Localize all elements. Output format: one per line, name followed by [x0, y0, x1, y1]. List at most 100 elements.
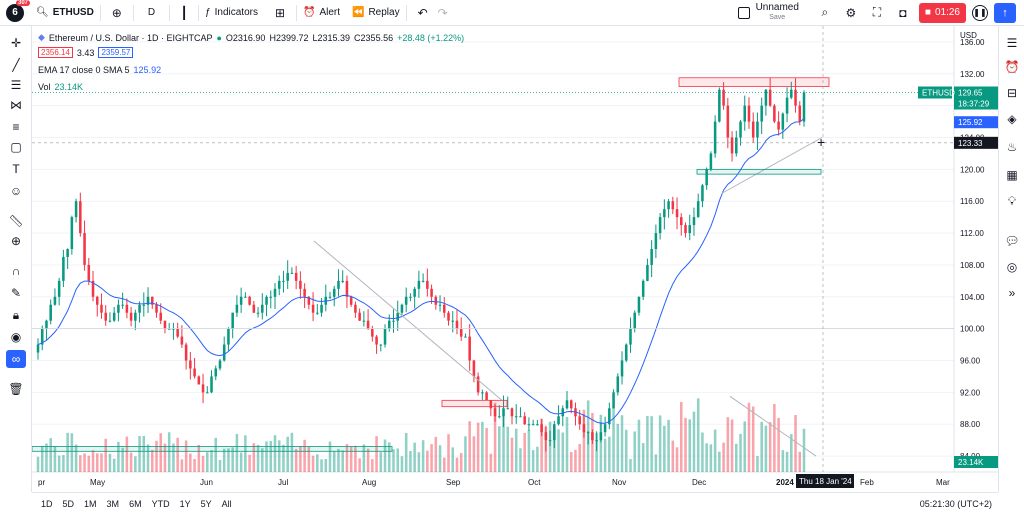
volume-bar [468, 421, 471, 472]
publish-button[interactable]: ↑ [994, 2, 1016, 23]
tf-all[interactable]: All [221, 498, 232, 509]
candle [45, 320, 48, 329]
layout-checkbox-icon[interactable] [737, 6, 750, 19]
tf-ytd[interactable]: YTD [151, 498, 170, 509]
candle [176, 328, 179, 337]
rectangle-icon[interactable]: ▢ [10, 140, 22, 154]
chat-icon[interactable]: 💬︎ [1004, 234, 1020, 248]
candle [210, 376, 213, 393]
tf-1y[interactable]: 1Y [179, 498, 191, 509]
chart-area[interactable]: +136.00132.00128.00124.00120.00116.00112… [31, 26, 998, 492]
candle [66, 249, 69, 257]
symbol-tag: ETHUSD [922, 89, 955, 98]
candle [222, 344, 226, 361]
volume-row[interactable]: Vol 23.14K [38, 80, 464, 93]
pause-icon[interactable]: ❚❚ [972, 4, 988, 21]
tf-1d[interactable]: 1D [41, 498, 53, 509]
time-tick-label: Aug [362, 478, 376, 487]
alarm-icon[interactable]: ⏰ [1004, 60, 1020, 74]
clock[interactable]: 05:21:30 (UTC+2) [919, 498, 992, 509]
candle [667, 201, 670, 210]
magnet-icon[interactable]: ∩ [11, 264, 21, 278]
calendar-icon[interactable]: ▦ [1006, 168, 1018, 182]
templates-icon[interactable]: ⊞ [274, 5, 286, 20]
volume-bar [498, 426, 501, 472]
redo-icon[interactable]: ↷ [437, 5, 448, 20]
sell-zone [441, 399, 508, 408]
trash-icon[interactable]: 🗑︎ [8, 382, 24, 396]
alert-button[interactable]: ⏰ Alert [297, 0, 346, 26]
volume-bar [476, 422, 480, 472]
quick-search-icon[interactable]: ⌕ [821, 5, 829, 19]
tf-5y[interactable]: 5Y [200, 498, 212, 509]
volume-bar [383, 439, 387, 472]
link-icon[interactable]: ∞ [6, 350, 26, 368]
price-tick-label: 132.00 [960, 70, 985, 79]
candle [459, 328, 463, 337]
tf-3m[interactable]: 3M [106, 498, 120, 509]
price-chart[interactable]: +136.00132.00128.00124.00120.00116.00112… [31, 26, 998, 492]
indicators-button[interactable]: ƒ Indicators [199, 0, 264, 26]
fib-icon[interactable]: ≡ [12, 120, 20, 134]
hotlist-icon[interactable]: ♨ [1006, 140, 1018, 154]
layers-icon[interactable]: ◈ [1007, 112, 1017, 126]
volume-bar [519, 448, 522, 472]
ideas-icon[interactable]: 💡︎ [1007, 193, 1017, 208]
volume-bar [337, 448, 340, 472]
settings-icon[interactable]: ⚙ [845, 5, 857, 20]
text-icon[interactable]: T [12, 162, 20, 176]
candle [722, 89, 725, 106]
candle [337, 280, 340, 289]
volume-bar [70, 433, 74, 472]
zoom-in-icon[interactable]: ⊕ [10, 234, 22, 248]
candle [781, 113, 785, 130]
candle [244, 296, 247, 298]
volume-bar [201, 455, 205, 472]
tf-5d[interactable]: 5D [62, 498, 75, 509]
volume-bar [696, 398, 700, 472]
volume-bar [658, 415, 662, 472]
symbol-search[interactable]: 🔍︎ ETHUSD [30, 0, 100, 26]
tf-1m[interactable]: 1M [84, 498, 97, 509]
trend-line-icon[interactable]: ╱ [12, 58, 20, 72]
add-symbol-icon[interactable]: ⊕ [111, 5, 122, 20]
pencil-lock-icon[interactable]: ✎ [10, 286, 22, 300]
pattern-icon[interactable]: ⋈ [10, 98, 22, 112]
replay-button[interactable]: ⏪ Replay [346, 0, 406, 26]
indicators-label: Indicators [214, 7, 258, 18]
candle [112, 312, 116, 321]
tradingview-logo[interactable]: 6 307 [6, 0, 30, 22]
candles-icon[interactable]: ┃ [180, 5, 188, 20]
candle [747, 105, 751, 122]
volume-bar [646, 415, 649, 472]
candle [282, 280, 285, 282]
volume-bar [726, 417, 730, 472]
fullscreen-icon[interactable]: ⛶ [872, 5, 882, 19]
volume-bar [739, 433, 742, 472]
horizontal-lines-icon[interactable]: ☰ [10, 78, 22, 92]
volume-bar [324, 459, 328, 472]
streams-icon[interactable]: ◎ [1006, 260, 1018, 274]
ruler-icon[interactable]: 📏︎ [8, 214, 24, 228]
tf-6m[interactable]: 6M [129, 498, 142, 509]
data-window-icon[interactable]: ⊟ [1006, 86, 1018, 100]
volume-bar [730, 419, 734, 472]
lock-icon[interactable]: 🔒︎ [12, 307, 20, 322]
undo-icon[interactable]: ↶ [417, 5, 428, 20]
camera-icon[interactable]: ◘ [899, 5, 907, 20]
time-tick-label: Oct [528, 478, 541, 487]
candle [341, 280, 344, 282]
crosshair-icon[interactable]: ✛ [10, 36, 22, 50]
candle [794, 89, 797, 106]
volume-bar [705, 443, 708, 472]
eye-icon[interactable]: ◉ [10, 330, 22, 344]
ema-row[interactable]: EMA 17 close 0 SMA 5 125.92 [38, 63, 464, 76]
signal-icon[interactable]: » [1008, 286, 1016, 300]
recording-button[interactable]: ■ 01:26 [918, 2, 966, 23]
sell-price[interactable]: 2356.14 [38, 47, 73, 58]
watchlist-icon[interactable]: ☰ [1006, 36, 1018, 50]
layout-name-button[interactable]: Unnamed Save [756, 2, 799, 23]
interval-button[interactable]: D [134, 0, 169, 26]
emoji-icon[interactable]: ☺ [9, 184, 23, 198]
buy-price[interactable]: 2359.57 [98, 47, 134, 58]
